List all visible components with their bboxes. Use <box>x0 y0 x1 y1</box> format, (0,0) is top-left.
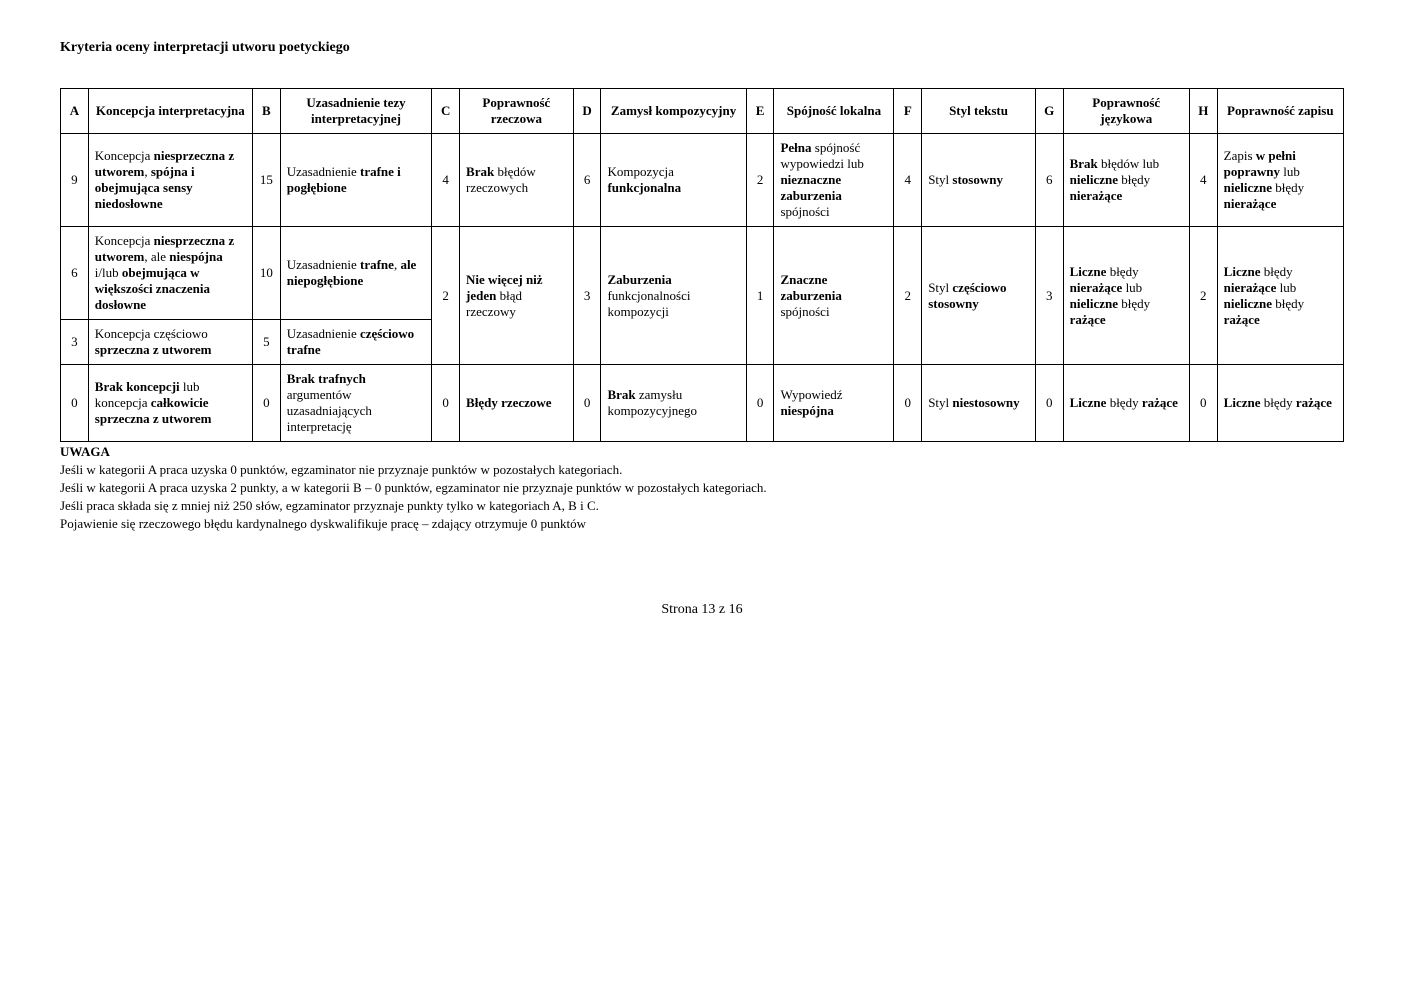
cell-text: Styl częściowo stosowny <box>922 227 1036 365</box>
col-F-letter: F <box>894 89 922 134</box>
cell-pts: 4 <box>1189 134 1217 227</box>
cell-text: Styl stosowny <box>922 134 1036 227</box>
cell-text: Zapis w pełni poprawny lub nieliczne błę… <box>1217 134 1343 227</box>
cell-text: Uzasadnienie trafne, ale niepogłębione <box>280 227 432 320</box>
cell-pts: 0 <box>432 365 460 442</box>
col-H-label: Poprawność zapisu <box>1217 89 1343 134</box>
cell-pts: 6 <box>573 134 601 227</box>
cell-text: Styl niestosowny <box>922 365 1036 442</box>
col-G-label: Poprawność językowa <box>1063 89 1189 134</box>
notes-block: UWAGA Jeśli w kategorii A praca uzyska 0… <box>60 444 1344 532</box>
note-line: Pojawienie się rzeczowego błędu kardynal… <box>60 516 1344 532</box>
cell-pts: 15 <box>252 134 280 227</box>
cell-pts: 1 <box>746 227 774 365</box>
cell-text: Wypowiedź niespójna <box>774 365 894 442</box>
cell-text: Koncepcja częściowo sprzeczna z utworem <box>88 320 252 365</box>
cell-pts: 6 <box>61 227 89 320</box>
cell-text: Zaburzenia funkcjonalności kompozycji <box>601 227 746 365</box>
page-footer: Strona 13 z 16 <box>60 602 1344 618</box>
cell-pts: 3 <box>1035 227 1063 365</box>
col-F-label: Styl tekstu <box>922 89 1036 134</box>
cell-text: Kompozycja funkcjonalna <box>601 134 746 227</box>
cell-text: Nie więcej niż jeden błąd rzeczowy <box>460 227 574 365</box>
note-line: Jeśli w kategorii A praca uzyska 0 punkt… <box>60 462 1344 478</box>
col-D-label: Zamysł kompozycyjny <box>601 89 746 134</box>
cell-pts: 2 <box>432 227 460 365</box>
cell-pts: 2 <box>1189 227 1217 365</box>
cell-pts: 2 <box>894 227 922 365</box>
cell-text: Liczne błędy rażące <box>1063 365 1189 442</box>
cell-pts: 6 <box>1035 134 1063 227</box>
cell-text: Brak błędów lub nieliczne błędy nierażąc… <box>1063 134 1189 227</box>
table-row: 9 Koncepcja niesprzeczna z utworem, spój… <box>61 134 1344 227</box>
cell-text: Brak trafnych argumentów uzasadniających… <box>280 365 432 442</box>
col-H-letter: H <box>1189 89 1217 134</box>
col-G-letter: G <box>1035 89 1063 134</box>
cell-pts: 4 <box>432 134 460 227</box>
note-line: Jeśli w kategorii A praca uzyska 2 punkt… <box>60 480 1344 496</box>
table-row: 6 Koncepcja niesprzeczna z utworem, ale … <box>61 227 1344 320</box>
cell-pts: 5 <box>252 320 280 365</box>
cell-pts: 10 <box>252 227 280 320</box>
col-C-letter: C <box>432 89 460 134</box>
cell-pts: 0 <box>1035 365 1063 442</box>
cell-pts: 4 <box>894 134 922 227</box>
cell-pts: 0 <box>894 365 922 442</box>
table-row: 0 Brak koncepcji lub koncepcja całkowici… <box>61 365 1344 442</box>
col-C-label: Poprawność rzeczowa <box>460 89 574 134</box>
cell-text: Uzasadnienie trafne i pogłębione <box>280 134 432 227</box>
cell-pts: 3 <box>61 320 89 365</box>
cell-text: Koncepcja niesprzeczna z utworem, spójna… <box>88 134 252 227</box>
page-title: Kryteria oceny interpretacji utworu poet… <box>60 40 1344 56</box>
criteria-table: A Koncepcja interpretacyjna B Uzasadnien… <box>60 88 1344 442</box>
cell-pts: 9 <box>61 134 89 227</box>
cell-pts: 0 <box>746 365 774 442</box>
cell-text: Uzasadnienie częściowo trafne <box>280 320 432 365</box>
cell-text: Koncepcja niesprzeczna z utworem, ale ni… <box>88 227 252 320</box>
note-line: Jeśli praca składa się z mniej niż 250 s… <box>60 498 1344 514</box>
col-E-label: Spójność lokalna <box>774 89 894 134</box>
cell-text: Błędy rzeczowe <box>460 365 574 442</box>
cell-pts: 0 <box>1189 365 1217 442</box>
cell-pts: 3 <box>573 227 601 365</box>
cell-text: Liczne błędy nierażące lub nieliczne błę… <box>1217 227 1343 365</box>
cell-text: Brak zamysłu kompozycyjnego <box>601 365 746 442</box>
col-A-label: Koncepcja interpretacyjna <box>88 89 252 134</box>
cell-pts: 0 <box>573 365 601 442</box>
cell-text: Brak koncepcji lub koncepcja całkowicie … <box>88 365 252 442</box>
cell-text: Pełna spójność wypowiedzi lub nieznaczne… <box>774 134 894 227</box>
cell-pts: 0 <box>61 365 89 442</box>
col-A-letter: A <box>61 89 89 134</box>
col-B-letter: B <box>252 89 280 134</box>
header-row: A Koncepcja interpretacyjna B Uzasadnien… <box>61 89 1344 134</box>
cell-pts: 2 <box>746 134 774 227</box>
cell-text: Liczne błędy nierażące lub nieliczne błę… <box>1063 227 1189 365</box>
cell-text: Znaczne zaburzenia spójności <box>774 227 894 365</box>
cell-text: Brak błędów rzeczowych <box>460 134 574 227</box>
cell-text: Liczne błędy rażące <box>1217 365 1343 442</box>
col-E-letter: E <box>746 89 774 134</box>
cell-pts: 0 <box>252 365 280 442</box>
col-B-label: Uzasadnienie tezy interpretacyjnej <box>280 89 432 134</box>
uwaga-heading: UWAGA <box>60 444 1344 460</box>
col-D-letter: D <box>573 89 601 134</box>
